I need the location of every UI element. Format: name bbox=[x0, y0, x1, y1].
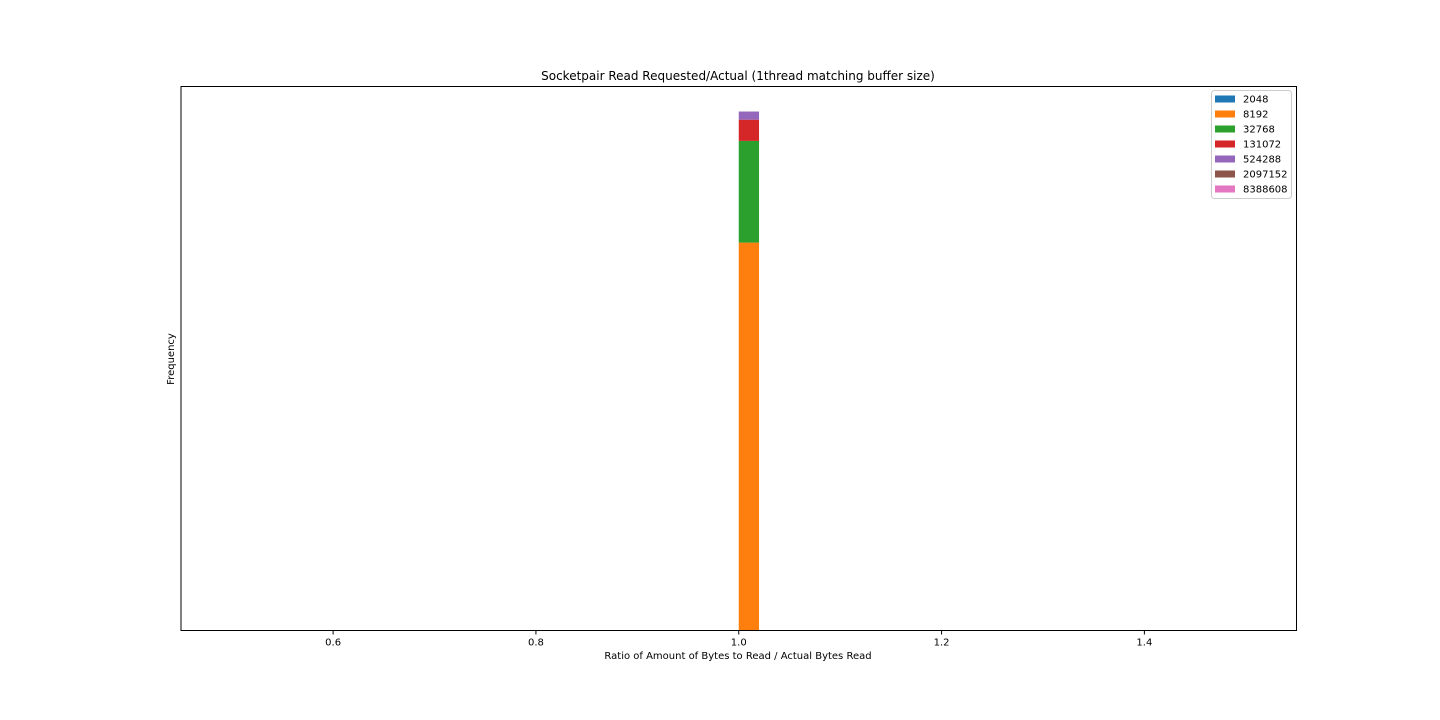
legend-swatch-8192 bbox=[1215, 110, 1235, 118]
x-tick-label: 0.6 bbox=[325, 638, 341, 649]
legend-swatch-32768 bbox=[1215, 125, 1235, 133]
x-axis-label: Ratio of Amount of Bytes to Read / Actua… bbox=[604, 651, 871, 662]
chart-title: Socketpair Read Requested/Actual (1threa… bbox=[541, 69, 935, 83]
legend-swatch-2048 bbox=[1215, 95, 1235, 103]
legend-swatch-131072 bbox=[1215, 140, 1235, 148]
legend: 2048 8192 32768 131072 524288 2097152 8388608 bbox=[1211, 90, 1292, 199]
x-tick-label: 1.0 bbox=[731, 638, 747, 649]
legend-swatch-2097152 bbox=[1215, 170, 1235, 178]
x-tick-label: 1.2 bbox=[934, 638, 950, 649]
legend-label-2048: 2048 bbox=[1243, 95, 1268, 106]
legend-items: 2048 8192 32768 131072 524288 2097152 8388608 bbox=[1215, 95, 1288, 196]
bar-8192 bbox=[738, 242, 760, 631]
bars-group bbox=[738, 111, 760, 631]
legend-label-2097152: 2097152 bbox=[1243, 170, 1288, 181]
legend-label-524288: 524288 bbox=[1243, 155, 1281, 166]
y-axis-label: Frequency bbox=[166, 333, 177, 385]
x-tick-label: 1.4 bbox=[1136, 638, 1152, 649]
bar-524288 bbox=[738, 111, 760, 120]
legend-label-32768: 32768 bbox=[1243, 125, 1275, 136]
bar-32768 bbox=[738, 140, 760, 243]
legend-swatch-8388608 bbox=[1215, 185, 1235, 193]
legend-label-8388608: 8388608 bbox=[1243, 185, 1288, 196]
x-axis-ticks: 0.6 0.8 1.0 1.2 1.4 bbox=[325, 630, 1152, 649]
legend-swatch-524288 bbox=[1215, 155, 1235, 163]
x-tick-label: 0.8 bbox=[528, 638, 544, 649]
legend-label-8192: 8192 bbox=[1243, 110, 1268, 121]
bar-131072 bbox=[738, 119, 760, 141]
legend-label-131072: 131072 bbox=[1243, 140, 1281, 151]
